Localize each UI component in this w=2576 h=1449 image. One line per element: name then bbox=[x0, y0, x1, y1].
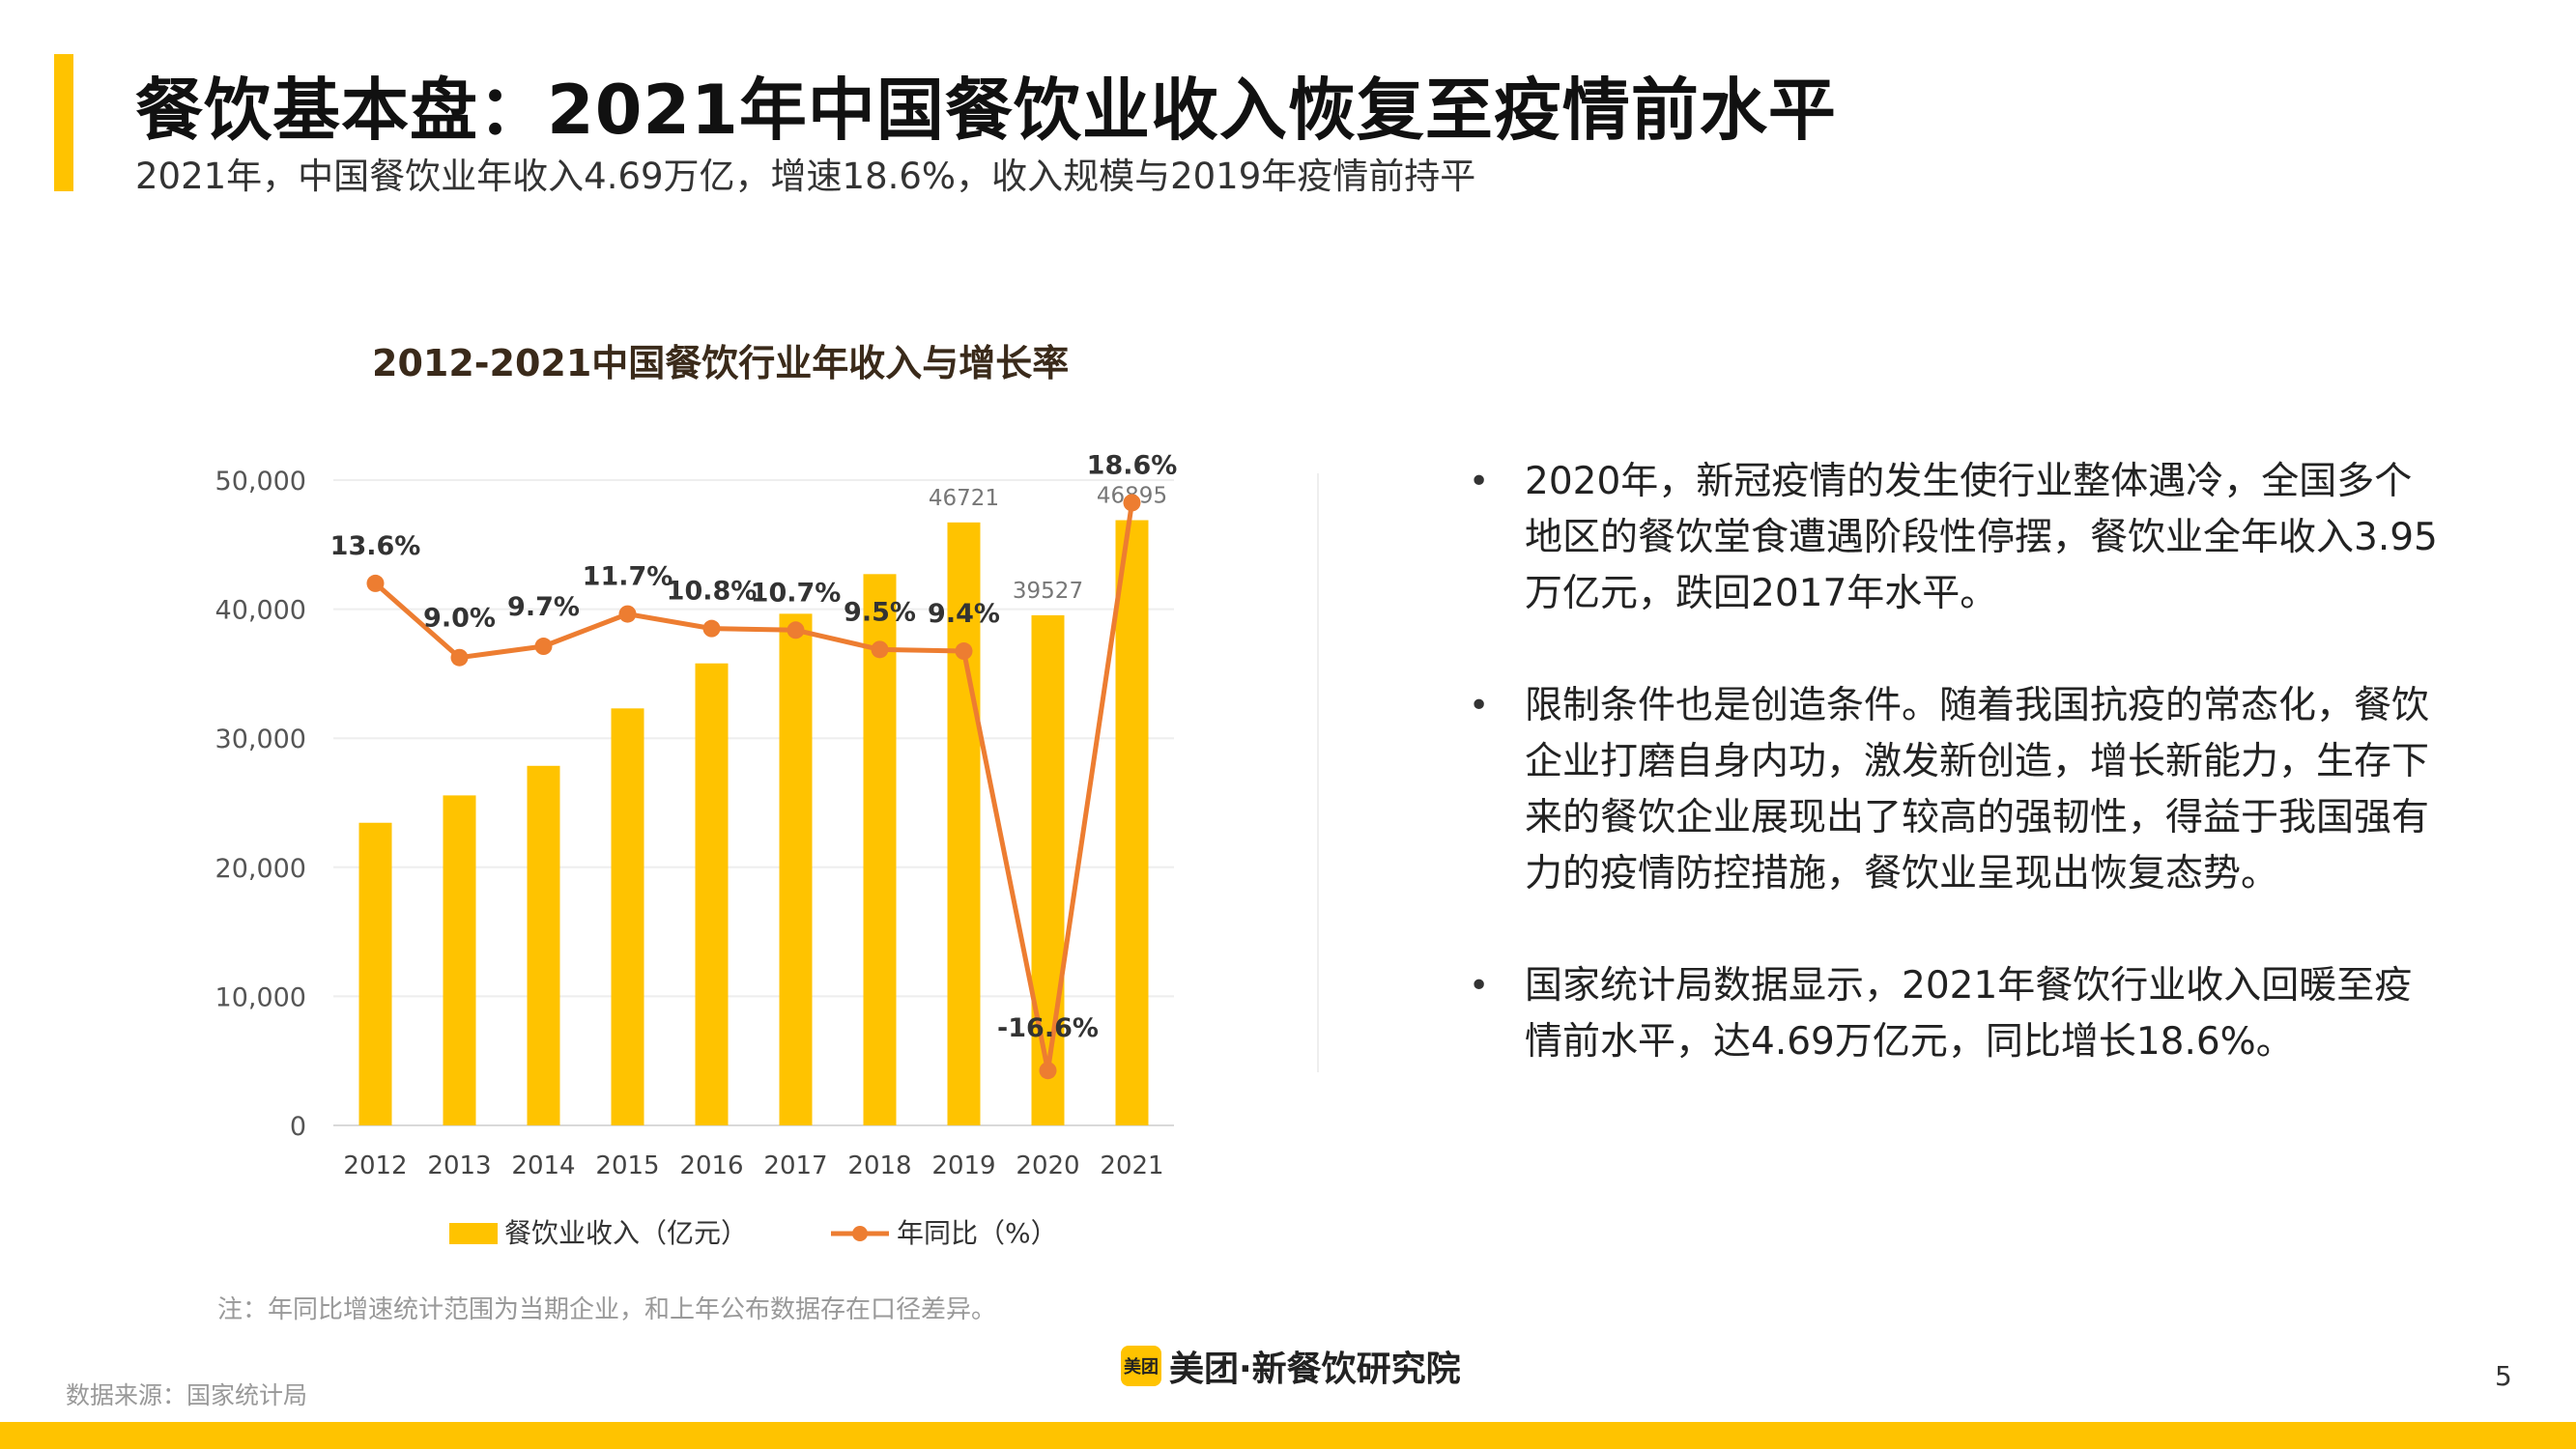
logo-text: 美团·新餐饮研究院 bbox=[1169, 1350, 1461, 1389]
bullet-marker: • bbox=[1469, 966, 1490, 1006]
growth-point bbox=[618, 605, 637, 623]
growth-data-label: 9.5% bbox=[844, 597, 916, 627]
growth-data-label: 10.7% bbox=[751, 578, 842, 608]
revenue-growth-chart: 0 10,000 20,000 30,000 40,000 50,000 46721 3952… bbox=[215, 450, 1178, 1249]
bar-data-label: 46721 bbox=[929, 486, 999, 511]
x-tick-label: 2014 bbox=[511, 1151, 575, 1180]
bullet-marker: • bbox=[1469, 462, 1490, 501]
growth-data-label: -16.6% bbox=[997, 1013, 1099, 1043]
bottom-accent-bar bbox=[0, 1422, 2576, 1449]
growth-data-label: 9.0% bbox=[423, 604, 496, 634]
bar bbox=[779, 613, 813, 1125]
x-tick-label: 2017 bbox=[763, 1151, 827, 1180]
growth-data-label: 11.7% bbox=[583, 562, 673, 592]
legend-line-marker bbox=[852, 1226, 868, 1241]
legend-bar-swatch bbox=[449, 1223, 498, 1244]
bullet-item: • 2020年，新冠疫情的发生使行业整体遇冷，全国多个地区的餐饮堂食遭遇阶段性停… bbox=[1459, 454, 2445, 622]
x-tick-label: 2021 bbox=[1100, 1151, 1163, 1180]
growth-point bbox=[871, 640, 889, 659]
bullet-marker: • bbox=[1469, 686, 1490, 725]
bar-data-label: 39527 bbox=[1013, 579, 1083, 604]
growth-line bbox=[373, 502, 1134, 1073]
x-tick-label: 2020 bbox=[1016, 1151, 1079, 1180]
bullet-item: • 国家统计局数据显示，2021年餐饮行业收入回暖至疫情前水平，达4.69万亿元… bbox=[1459, 958, 2445, 1070]
y-tick-label: 30,000 bbox=[215, 724, 306, 754]
legend-line-label: 年同比（%） bbox=[897, 1217, 1058, 1249]
bar bbox=[527, 765, 560, 1125]
x-tick-label: 2018 bbox=[847, 1151, 911, 1180]
growth-point bbox=[1123, 494, 1141, 512]
page-title: 餐饮基本盘：2021年中国餐饮业收入恢复至疫情前水平 bbox=[135, 71, 1837, 150]
logo-badge: 美团 bbox=[1121, 1346, 1161, 1386]
bar bbox=[443, 795, 476, 1125]
growth-data-label: 9.7% bbox=[507, 592, 580, 622]
growth-point bbox=[955, 642, 973, 661]
growth-point bbox=[787, 621, 805, 639]
page-subtitle: 2021年，中国餐饮业年收入4.69万亿，增速18.6%，收入规模与2019年疫… bbox=[135, 156, 1476, 197]
bullet-item: • 限制条件也是创造条件。随着我国抗疫的常态化，餐饮企业打磨自身内功，激发新创造… bbox=[1459, 678, 2445, 902]
growth-point bbox=[366, 574, 385, 592]
bullet-text: 国家统计局数据显示，2021年餐饮行业收入回暖至疫情前水平，达4.69万亿元，同… bbox=[1525, 964, 2413, 1064]
growth-data-label: 18.6% bbox=[1087, 450, 1178, 480]
y-tick-label: 10,000 bbox=[215, 982, 306, 1012]
bar bbox=[358, 822, 392, 1125]
legend-bar-label: 餐饮业收入（亿元） bbox=[504, 1217, 748, 1249]
data-source: 数据来源：国家统计局 bbox=[66, 1381, 308, 1409]
y-tick-label: 20,000 bbox=[215, 854, 306, 884]
x-tick-label: 2012 bbox=[343, 1151, 407, 1180]
chart-title: 2012-2021中国餐饮行业年收入与增长率 bbox=[372, 342, 1070, 384]
bar bbox=[695, 663, 729, 1125]
bar bbox=[863, 574, 897, 1125]
bullet-text: 限制条件也是创造条件。随着我国抗疫的常态化，餐饮企业打磨自身内功，激发新创造，增… bbox=[1525, 684, 2430, 895]
growth-point bbox=[450, 648, 469, 667]
growth-data-label: 9.4% bbox=[928, 599, 1000, 629]
bar bbox=[611, 708, 644, 1125]
y-tick-label: 0 bbox=[290, 1112, 306, 1142]
x-tick-label: 2016 bbox=[679, 1151, 743, 1180]
vertical-divider bbox=[1317, 473, 1319, 1072]
brand-logo: 美团 美团·新餐饮研究院 bbox=[1121, 1341, 1461, 1391]
title-accent-bar bbox=[54, 54, 73, 191]
growth-point bbox=[534, 638, 553, 656]
x-tick-label: 2015 bbox=[595, 1151, 659, 1180]
bar bbox=[1031, 614, 1065, 1125]
bullet-list: • 2020年，新冠疫情的发生使行业整体遇冷，全国多个地区的餐饮堂食遭遇阶段性停… bbox=[1459, 454, 2445, 1126]
x-tick-label: 2019 bbox=[931, 1151, 995, 1180]
growth-point bbox=[1039, 1062, 1057, 1080]
growth-point bbox=[702, 619, 721, 638]
x-tick-label: 2013 bbox=[427, 1151, 491, 1180]
chart-note: 注：年同比增速统计范围为当期企业，和上年公布数据存在口径差异。 bbox=[217, 1295, 997, 1324]
page-number: 5 bbox=[2495, 1360, 2512, 1392]
y-tick-label: 50,000 bbox=[215, 467, 306, 497]
growth-data-label: 10.8% bbox=[667, 577, 758, 607]
bar bbox=[1115, 520, 1149, 1125]
growth-data-label: 13.6% bbox=[330, 531, 421, 561]
bullet-text: 2020年，新冠疫情的发生使行业整体遇冷，全国多个地区的餐饮堂食遭遇阶段性停摆，… bbox=[1525, 460, 2438, 615]
bar bbox=[947, 522, 981, 1125]
y-tick-label: 40,000 bbox=[215, 596, 306, 626]
